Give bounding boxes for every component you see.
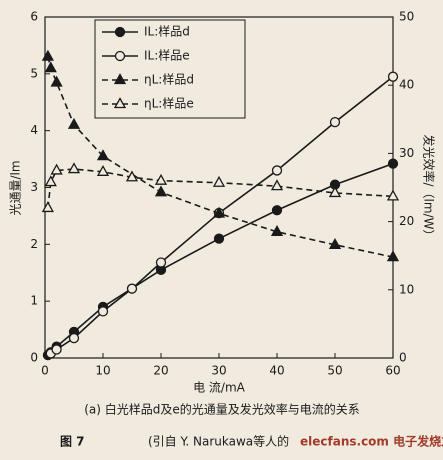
legend-marker	[114, 26, 126, 38]
data-point	[387, 158, 399, 169]
data-point	[50, 75, 63, 87]
x-tick-label: 30	[211, 364, 226, 378]
data-point	[270, 224, 284, 236]
data-point	[270, 179, 284, 191]
plot-frame	[44, 16, 394, 359]
y2-tick-label: 10	[399, 282, 414, 296]
legend-marker	[113, 73, 127, 85]
data-point	[51, 344, 62, 355]
data-point	[67, 162, 81, 174]
data-point	[44, 175, 57, 187]
data-point	[386, 189, 400, 201]
data-point	[96, 164, 110, 176]
x-tick-label: 20	[153, 364, 168, 378]
figure-label: 图 7	[60, 435, 85, 449]
data-point	[328, 186, 342, 198]
y-tick-label: 4	[30, 123, 38, 137]
y2-axis-label: 发光效率/（lm/W）	[422, 135, 437, 242]
legend-label: ηL:样品d	[144, 72, 194, 87]
y-tick-label: 0	[30, 351, 38, 365]
y-tick-label: 5	[30, 66, 38, 80]
data-point	[213, 233, 225, 244]
data-point	[97, 306, 109, 317]
data-point	[68, 332, 80, 344]
series-line	[47, 162, 394, 356]
legend-marker	[114, 50, 126, 62]
data-point	[328, 237, 342, 249]
data-point	[271, 165, 283, 176]
data-point	[67, 117, 81, 129]
y-tick-label: 3	[30, 180, 38, 194]
x-tick-label: 50	[327, 364, 342, 378]
data-point	[126, 283, 138, 294]
x-axis-label: 电 流/mA	[193, 381, 246, 395]
legend-box	[94, 19, 246, 119]
data-point	[387, 71, 399, 82]
y-axis-label: 光通量/lm	[9, 160, 23, 215]
caption: (a) 白光样品d及e的光通量及发光效率与电流的关系	[84, 402, 360, 417]
data-point	[96, 149, 110, 161]
y2-tick-label: 0	[399, 351, 407, 365]
legend-label: IL:样品d	[144, 24, 190, 39]
y2-tick-label: 20	[399, 214, 414, 228]
data-point	[50, 163, 63, 175]
data-point	[154, 185, 168, 197]
data-point	[386, 250, 400, 262]
data-point	[155, 257, 167, 268]
data-point	[212, 206, 226, 218]
x-tick-label: 40	[269, 364, 284, 378]
source-note: (引自 Y. Narukawa等人的	[148, 434, 289, 449]
series-line	[50, 76, 394, 355]
data-point	[125, 170, 139, 182]
data-point	[329, 116, 341, 128]
legend-label: IL:样品e	[144, 48, 190, 63]
data-point	[41, 49, 55, 61]
data-point	[271, 205, 283, 216]
legend-label: ηL:样品e	[144, 96, 194, 111]
legend-marker	[113, 97, 127, 109]
y-tick-label: 2	[30, 237, 38, 251]
x-tick-label: 60	[385, 364, 400, 378]
y-tick-label: 6	[30, 10, 38, 24]
x-tick-label: 0	[41, 364, 49, 378]
y-tick-label: 1	[30, 294, 38, 308]
data-point	[44, 61, 57, 73]
y2-tick-label: 40	[399, 78, 414, 92]
data-point	[212, 175, 226, 187]
watermark: elecfans.com 电子发烧友	[300, 434, 443, 449]
data-point	[41, 201, 55, 213]
data-point	[154, 173, 168, 185]
y2-tick-label: 50	[399, 10, 414, 24]
x-tick-label: 10	[95, 364, 110, 378]
y2-tick-label: 30	[399, 146, 414, 160]
